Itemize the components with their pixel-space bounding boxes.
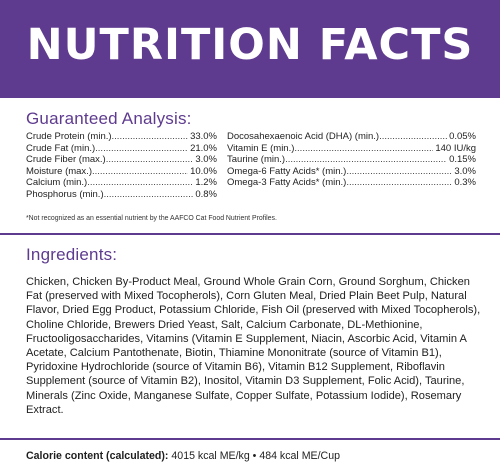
dot-leader [104, 189, 194, 201]
analysis-value: 10.0% [190, 165, 217, 177]
section-divider [0, 233, 500, 235]
dot-leader [106, 154, 194, 166]
analysis-row: Docosahexaenoic Acid (DHA) (min.) 0.05% [227, 131, 476, 143]
analysis-label: Calcium (min.) [26, 177, 88, 189]
analysis-row: Omega-6 Fatty Acids* (min.) 3.0% [227, 166, 476, 178]
analysis-row: Crude Protein (min.) 33.0% [26, 131, 217, 143]
dot-leader [95, 143, 188, 155]
calorie-value: 4015 kcal ME/kg • 484 kcal ME/Cup [171, 450, 340, 462]
analysis-value: 3.0% [454, 165, 476, 177]
analysis-label: Vitamin E (min.) [227, 142, 295, 154]
analysis-value: 33.0% [190, 131, 217, 142]
analysis-row: Phosphorus (min.) 0.8% [26, 189, 217, 201]
analysis-value: 0.15% [449, 154, 476, 166]
analysis-row: Crude Fiber (max.) 3.0% [26, 154, 217, 166]
dot-leader [92, 166, 188, 178]
bottom-divider [0, 438, 500, 440]
analysis-value: 1.2% [195, 177, 217, 189]
dot-leader [87, 177, 193, 189]
analysis-label: Crude Protein (min.) [26, 131, 112, 142]
analysis-row: Calcium (min.) 1.2% [26, 177, 217, 189]
aafco-footnote: *Not recognized as an essential nutrient… [26, 215, 277, 222]
analysis-label: Crude Fat (min.) [26, 142, 96, 154]
analysis-row: Moisture (max.) 10.0% [26, 166, 217, 178]
analysis-value: 0.05% [449, 131, 476, 142]
dot-leader [346, 177, 452, 189]
dot-leader [379, 131, 447, 143]
guaranteed-analysis-title: Guaranteed Analysis: [26, 109, 192, 128]
dot-leader [285, 154, 447, 166]
ingredients-list: Chicken, Chicken By-Product Meal, Ground… [26, 276, 481, 416]
analysis-value: 3.0% [195, 154, 217, 166]
header-banner: NUTRITION FACTS [0, 0, 500, 98]
analysis-row: Taurine (min.) 0.15% [227, 154, 476, 166]
analysis-left-column: Crude Protein (min.) 33.0% Crude Fat (mi… [26, 131, 217, 201]
analysis-row: Vitamin E (min.) 140 IU/kg [227, 143, 476, 155]
analysis-label: Moisture (max.) [26, 165, 92, 177]
calorie-label: Calorie content (calculated): [26, 450, 169, 462]
analysis-right-column: Docosahexaenoic Acid (DHA) (min.) 0.05% … [227, 131, 476, 189]
analysis-value: 0.8% [195, 188, 217, 200]
dot-leader [346, 166, 452, 178]
analysis-label: Taurine (min.) [227, 154, 286, 166]
analysis-label: Phosphorus (min.) [26, 188, 104, 200]
dot-leader [294, 143, 433, 155]
page-title: NUTRITION FACTS [26, 20, 474, 70]
ingredients-title: Ingredients: [26, 245, 118, 264]
analysis-value: 0.3% [454, 177, 476, 189]
analysis-label: Docosahexaenoic Acid (DHA) (min.) [227, 131, 380, 142]
analysis-value: 21.0% [190, 142, 217, 154]
analysis-row: Omega-3 Fatty Acids* (min.) 0.3% [227, 177, 476, 189]
analysis-label: Omega-6 Fatty Acids* (min.) [227, 165, 347, 177]
calorie-content: Calorie content (calculated): 4015 kcal … [26, 450, 340, 462]
analysis-row: Crude Fat (min.) 21.0% [26, 143, 217, 155]
analysis-label: Omega-3 Fatty Acids* (min.) [227, 177, 347, 189]
dot-leader [112, 131, 189, 143]
analysis-value: 140 IU/kg [435, 142, 476, 154]
analysis-label: Crude Fiber (max.) [26, 154, 106, 166]
